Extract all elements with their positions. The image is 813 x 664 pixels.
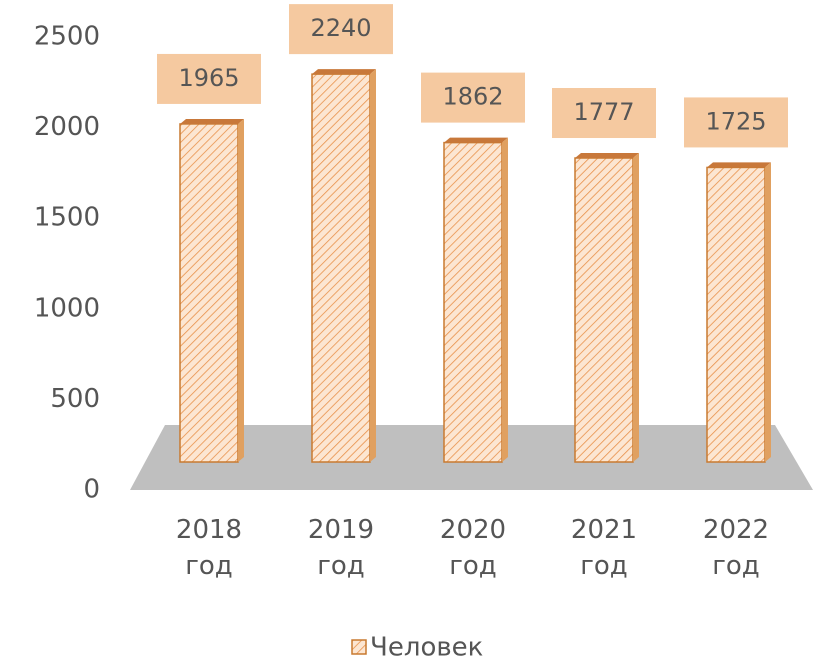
x-tick-label: 2022 год bbox=[702, 515, 770, 581]
bar-top bbox=[707, 162, 771, 168]
y-tick-label: 2500 bbox=[34, 22, 100, 52]
data-label: 1965 bbox=[178, 64, 239, 92]
legend-swatch bbox=[351, 639, 367, 655]
y-tick-label: 500 bbox=[50, 384, 100, 414]
bar-side bbox=[633, 153, 639, 462]
bar bbox=[574, 157, 634, 463]
data-label: 1777 bbox=[573, 98, 634, 126]
x-tick-label: 2018 год bbox=[175, 515, 243, 581]
data-label-box bbox=[684, 97, 788, 148]
bar-side bbox=[765, 162, 771, 462]
y-tick-label: 0 bbox=[83, 475, 100, 505]
x-tick-label: 2021 год bbox=[570, 515, 638, 581]
bar bbox=[443, 141, 503, 463]
bar-side bbox=[238, 118, 244, 462]
bar bbox=[311, 73, 371, 463]
data-label-box bbox=[421, 72, 525, 123]
bar-side bbox=[502, 137, 508, 463]
data-label: 2240 bbox=[310, 14, 371, 42]
bar-side bbox=[370, 69, 376, 462]
data-label-box bbox=[289, 4, 393, 55]
legend-label: Человек bbox=[370, 633, 483, 663]
data-label-box bbox=[552, 88, 656, 139]
bar bbox=[706, 166, 766, 463]
bar-top bbox=[575, 153, 639, 159]
bar bbox=[179, 123, 239, 463]
bar-top bbox=[444, 137, 508, 143]
data-label: 1862 bbox=[442, 83, 503, 111]
x-tick-label: 2019 год bbox=[307, 515, 375, 581]
y-tick-label: 1000 bbox=[34, 293, 100, 323]
data-label-box bbox=[157, 53, 261, 104]
y-tick-label: 1500 bbox=[34, 203, 100, 233]
y-tick-label: 2000 bbox=[34, 112, 100, 142]
x-tick-label: 2020 год bbox=[439, 515, 507, 581]
bar-top bbox=[180, 118, 244, 124]
bar-top bbox=[312, 69, 376, 75]
data-label: 1725 bbox=[705, 107, 766, 135]
